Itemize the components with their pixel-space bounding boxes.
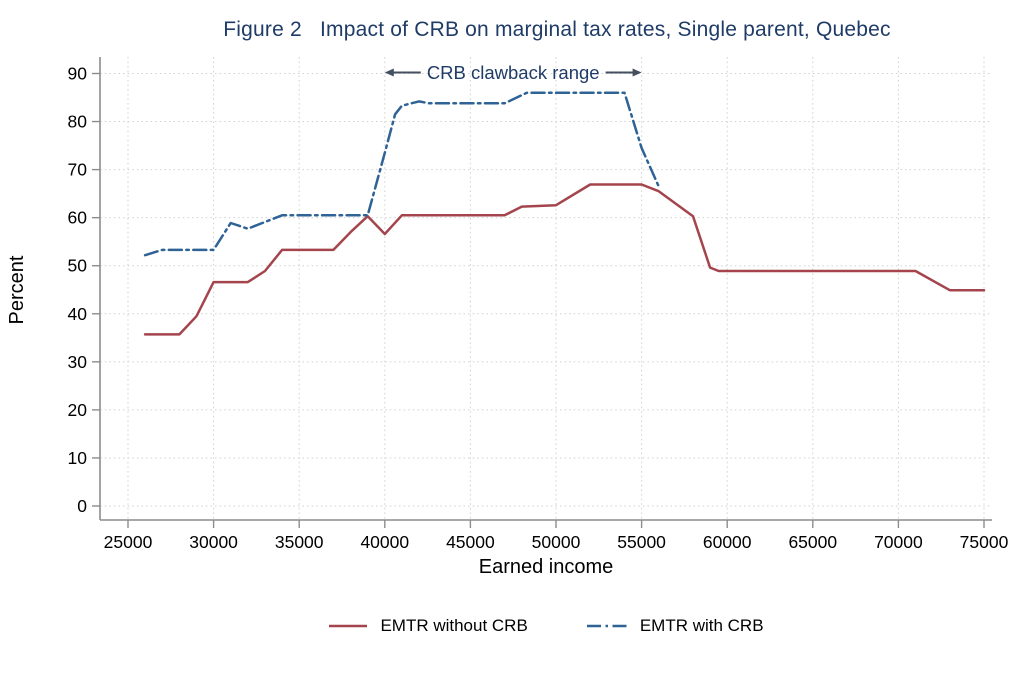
legend-line-sample-dash-dot	[586, 624, 627, 628]
y-tick-label: 30	[68, 352, 88, 372]
series-line-emtr-with-crb	[143, 91, 660, 257]
x-axis-title: Earned income	[478, 556, 614, 578]
x-tick-label: 65000	[788, 532, 837, 552]
x-tick-label: 55000	[617, 532, 666, 552]
x-tick-label: 70000	[874, 532, 923, 552]
plot-area: 0 10 20 30 40 50 60 70 80 90 25000 30000 35000 40000 4…	[68, 57, 1009, 552]
y-tick-label: 70	[68, 160, 88, 180]
y-tick-label: 60	[68, 208, 88, 228]
chart-title: Figure 2 Impact of CRB on marginal tax r…	[223, 18, 891, 41]
legend: EMTR without CRB EMTR with CRB	[0, 616, 1024, 636]
x-tick-label: 50000	[532, 532, 581, 552]
x-tick-label: 75000	[960, 532, 1009, 552]
legend-item-emtr-without-crb: EMTR without CRB	[328, 616, 528, 636]
legend-label: EMTR without CRB	[380, 616, 528, 635]
clawback-range-label: CRB clawback range	[427, 62, 600, 83]
x-tick-label: 45000	[446, 532, 495, 552]
y-tick-label: 0	[77, 496, 87, 516]
legend-line-sample-solid	[329, 624, 368, 628]
clawback-left-arrowhead	[384, 68, 394, 77]
x-tick-label: 25000	[104, 532, 153, 552]
x-tick-label: 60000	[703, 532, 752, 552]
x-tick-label: 40000	[360, 532, 409, 552]
x-tick-label: 30000	[189, 532, 238, 552]
y-tick-label: 80	[68, 112, 88, 132]
series-line-emtr-without-crb	[143, 183, 986, 336]
y-tick-label: 40	[68, 304, 88, 324]
y-tick-label: 90	[68, 64, 88, 84]
legend-item-emtr-with-crb: EMTR with CRB	[586, 616, 764, 636]
y-tick-label: 50	[68, 256, 88, 276]
y-tick-label: 10	[68, 448, 88, 468]
y-axis-title: Percent	[6, 255, 28, 325]
clawback-right-arrowhead	[632, 68, 642, 77]
y-tick-label: 20	[68, 400, 88, 420]
legend-label: EMTR with CRB	[639, 616, 764, 635]
x-tick-label: 35000	[275, 532, 324, 552]
